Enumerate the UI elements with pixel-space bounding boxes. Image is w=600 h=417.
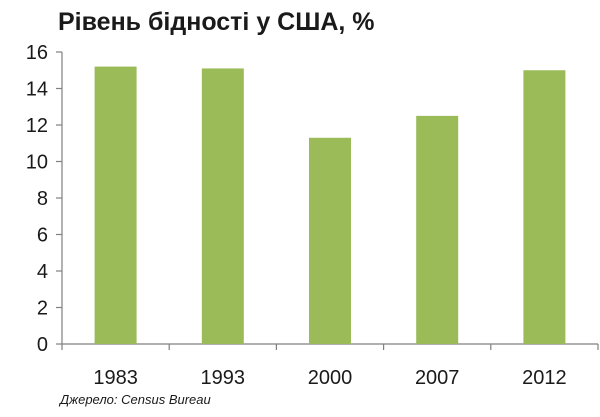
y-tick-label: 14 (26, 79, 48, 101)
bar-2012 (523, 70, 566, 344)
chart-bars (94, 66, 566, 345)
y-tick-label: 8 (37, 188, 48, 210)
chart-title: Рівень бідності у США, % (58, 8, 375, 36)
bar-1983 (94, 66, 137, 344)
bar-2000 (309, 137, 351, 344)
y-tick-label: 12 (26, 115, 48, 137)
y-tick-label: 2 (37, 298, 48, 320)
y-tick-label: 16 (26, 42, 48, 64)
y-tick-label: 0 (37, 334, 48, 356)
source-note: Джерело: Census Bureau (60, 392, 211, 407)
x-tick-label: 1983 (93, 367, 138, 389)
x-tick-label: 1993 (201, 367, 246, 389)
x-tick-label: 2007 (415, 367, 460, 389)
y-tick-label: 10 (26, 152, 48, 174)
bar-1993 (201, 68, 244, 345)
x-tick-label: 2012 (522, 367, 567, 389)
y-axis-ticks: 0 2 4 6 8 10 12 14 16 (26, 42, 62, 356)
y-tick-label: 6 (37, 225, 48, 247)
y-tick-label: 4 (37, 261, 48, 283)
bar-2007 (416, 115, 459, 344)
x-tick-label: 2000 (308, 367, 353, 389)
x-axis-ticks: 1983 1993 2000 2007 2012 (93, 367, 566, 389)
